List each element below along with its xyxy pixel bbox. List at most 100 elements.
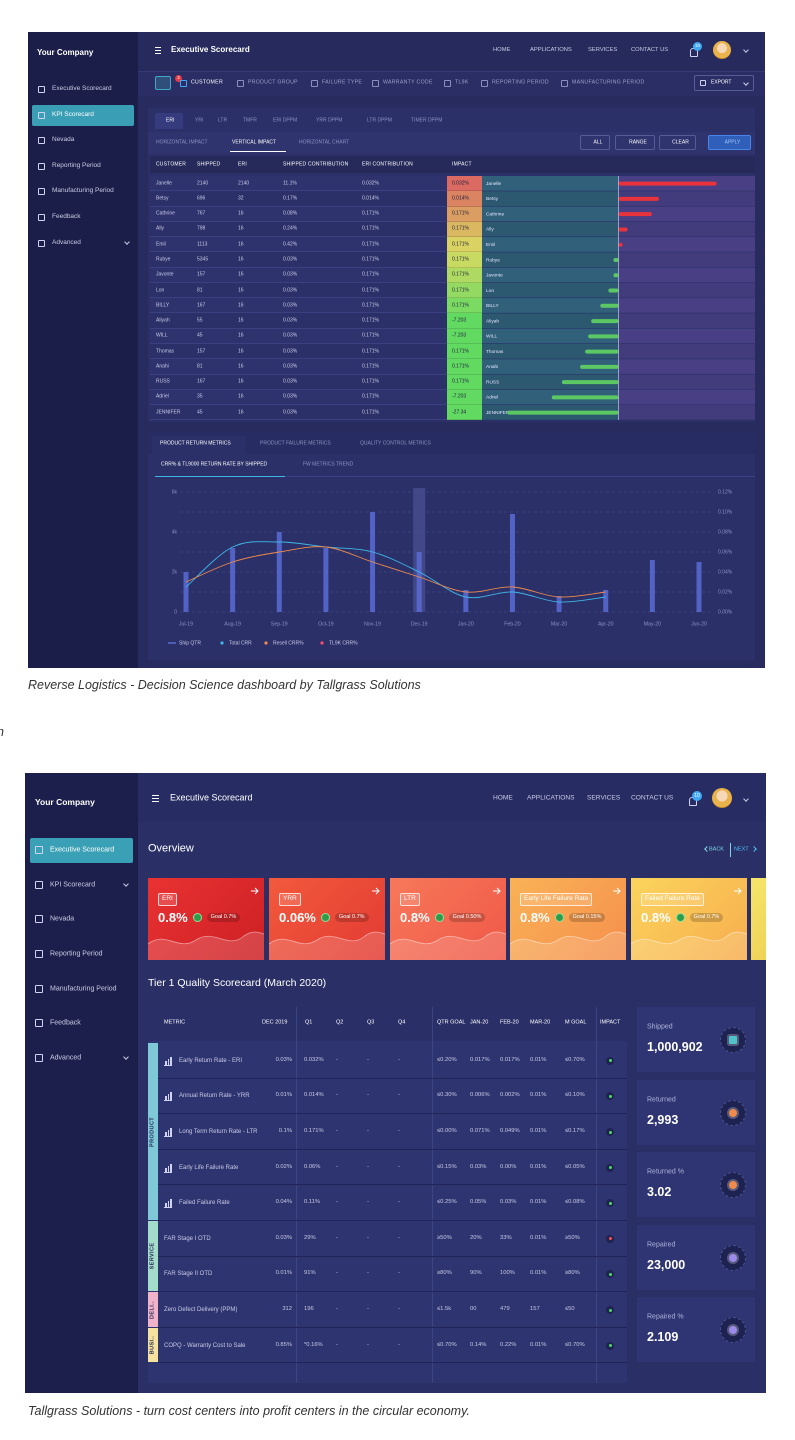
bar-label: Betsy bbox=[486, 196, 499, 202]
tab[interactable]: YRR DPPM bbox=[316, 117, 343, 124]
back-link[interactable]: BACK bbox=[709, 846, 724, 853]
table-cell: 0.17% bbox=[283, 195, 298, 202]
impact-cell bbox=[447, 343, 482, 360]
nav-link[interactable]: HOME bbox=[493, 47, 511, 54]
icon bbox=[38, 214, 45, 221]
table-cell: 0.01% bbox=[530, 1270, 547, 1277]
filter[interactable]: PRODUCT GROUP bbox=[248, 79, 298, 86]
impact-value: 0.171% bbox=[452, 302, 469, 309]
nav-link[interactable]: CONTACT US bbox=[631, 794, 674, 802]
column-header: Q2 bbox=[336, 1019, 344, 1026]
row-band bbox=[482, 252, 619, 268]
nav-link[interactable]: HOME bbox=[493, 794, 513, 802]
row-divider bbox=[158, 1362, 627, 1364]
kpi-label: Shipped bbox=[647, 1023, 673, 1031]
subtab[interactable]: VERTICAL IMPACT bbox=[232, 139, 277, 146]
filter[interactable]: WARRANTY CODE bbox=[383, 79, 433, 86]
bar-label: Cathrine bbox=[486, 211, 504, 217]
button-label[interactable]: CLEAR bbox=[672, 139, 689, 146]
export-label[interactable]: EXPORT bbox=[711, 79, 732, 86]
table-cell: - bbox=[398, 1056, 400, 1063]
sidebar-item[interactable]: KPI Scorecard bbox=[50, 881, 96, 889]
table-cell: - bbox=[367, 1341, 369, 1348]
metric-name: Zero Defect Delivery (PPM) bbox=[164, 1307, 238, 1313]
table-cell: - bbox=[367, 1128, 369, 1135]
button-label[interactable]: ALL bbox=[593, 139, 603, 146]
sidebar-item[interactable]: Feedback bbox=[52, 212, 81, 220]
bar bbox=[507, 410, 619, 415]
table-cell: 16 bbox=[238, 317, 244, 324]
button-label[interactable]: RANGE bbox=[629, 139, 647, 146]
table-cell: 16 bbox=[238, 393, 244, 400]
sidebar-item[interactable]: Advanced bbox=[52, 238, 81, 246]
table-cell: 0.171% bbox=[362, 302, 379, 309]
metric-name: Long Term Return Rate - LTR bbox=[179, 1129, 258, 1135]
tab[interactable]: YRI bbox=[195, 117, 204, 124]
tab[interactable]: LTR DPPM bbox=[367, 117, 392, 124]
table-cell: JENNIFER bbox=[156, 409, 181, 416]
sidebar-item[interactable]: Manufacturing Period bbox=[50, 985, 117, 993]
table-row bbox=[150, 206, 447, 222]
bar bbox=[509, 514, 515, 612]
x-tick-label: Jan-20 bbox=[458, 621, 474, 627]
card-value: 0.8% bbox=[641, 910, 671, 925]
wave bbox=[269, 932, 385, 960]
row-divider bbox=[158, 1255, 627, 1257]
nav-link[interactable]: APPLICATIONS bbox=[527, 794, 575, 802]
nav-link[interactable]: SERVICES bbox=[587, 794, 621, 802]
metrics-tab[interactable]: PRODUCT RETURN METRICS bbox=[160, 440, 231, 447]
tab[interactable]: ERI bbox=[166, 117, 175, 124]
sidebar-item[interactable]: Manufacturing Period bbox=[52, 186, 114, 194]
nav-link[interactable]: CONTACT US bbox=[631, 47, 669, 54]
chart-tab[interactable]: FW METRICS TREND bbox=[303, 461, 354, 468]
sidebar-item[interactable]: Executive Scorecard bbox=[52, 84, 112, 92]
icon bbox=[35, 1019, 43, 1027]
y2-tick-label: 0.12% bbox=[718, 489, 733, 495]
tab[interactable]: TMFR bbox=[243, 117, 257, 124]
kpi-icon bbox=[729, 1254, 737, 1262]
sidebar-item[interactable]: Reporting Period bbox=[50, 950, 103, 958]
column-header: Q1 bbox=[305, 1019, 313, 1026]
arrow-icon bbox=[613, 887, 621, 895]
filter[interactable]: REPORTING PERIOD bbox=[492, 79, 549, 86]
tab[interactable]: TIMER DPPM bbox=[411, 117, 443, 124]
card-arrow bbox=[613, 887, 621, 895]
subtab[interactable]: HORIZONTAL CHART bbox=[299, 139, 350, 146]
tab[interactable]: LTR bbox=[218, 117, 228, 124]
nav-link[interactable]: APPLICATIONS bbox=[530, 47, 572, 54]
tab[interactable]: ERI DPPM bbox=[273, 117, 298, 124]
chart-tab[interactable]: CRR% & TL9000 RETURN RATE BY SHIPPED bbox=[161, 461, 268, 468]
sidebar-item[interactable]: Feedback bbox=[50, 1019, 81, 1027]
sidebar-item[interactable]: Executive Scorecard bbox=[50, 846, 115, 854]
next-link[interactable]: NEXT bbox=[734, 846, 749, 853]
table-cell: 0.08% bbox=[283, 210, 298, 217]
filter[interactable]: CUSTOMER bbox=[191, 79, 223, 86]
metrics-tab[interactable]: QUALITY CONTROL METRICS bbox=[360, 440, 431, 447]
metric-name: COPQ - Warranty Cost to Sale bbox=[164, 1342, 246, 1349]
card-value-row: 0.8% Goal 0.50% bbox=[400, 911, 486, 924]
sidebar-item[interactable]: KPI Scorecard bbox=[52, 110, 94, 118]
table-cell: 0.171% bbox=[362, 348, 379, 355]
sidebar-item[interactable]: Reporting Period bbox=[52, 161, 101, 169]
filter[interactable]: MANUFACTURING PERIOD bbox=[572, 79, 645, 86]
card-value: 0.8% bbox=[158, 910, 188, 925]
table-cell: 16 bbox=[238, 287, 244, 294]
subtab[interactable]: HORIZONTAL IMPACT bbox=[156, 139, 208, 146]
metrics-tab[interactable]: PRODUCT FAILURE METRICS bbox=[260, 440, 331, 447]
sidebar-item[interactable]: Nevada bbox=[50, 915, 75, 923]
table-cell: 0.14% bbox=[470, 1341, 487, 1348]
sidebar-item[interactable]: Nevada bbox=[52, 135, 75, 143]
filter[interactable]: FAILURE TYPE bbox=[322, 79, 363, 86]
nav-link[interactable]: SERVICES bbox=[588, 47, 618, 54]
table-cell: ≥80% bbox=[565, 1270, 580, 1277]
sidebar-item[interactable]: Advanced bbox=[50, 1054, 82, 1062]
table-cell: 100% bbox=[500, 1270, 515, 1277]
filter[interactable]: TL9K bbox=[455, 79, 469, 86]
table-cell: 16 bbox=[238, 302, 244, 309]
y-tick-label: 2k bbox=[172, 569, 178, 575]
button-label[interactable]: APPLY bbox=[724, 139, 741, 146]
table-cell: 0.049% bbox=[500, 1128, 520, 1135]
table-cell: 0.01% bbox=[530, 1128, 547, 1135]
card-goal: Goal 0.7% bbox=[206, 912, 241, 923]
row-divider bbox=[158, 1113, 627, 1115]
